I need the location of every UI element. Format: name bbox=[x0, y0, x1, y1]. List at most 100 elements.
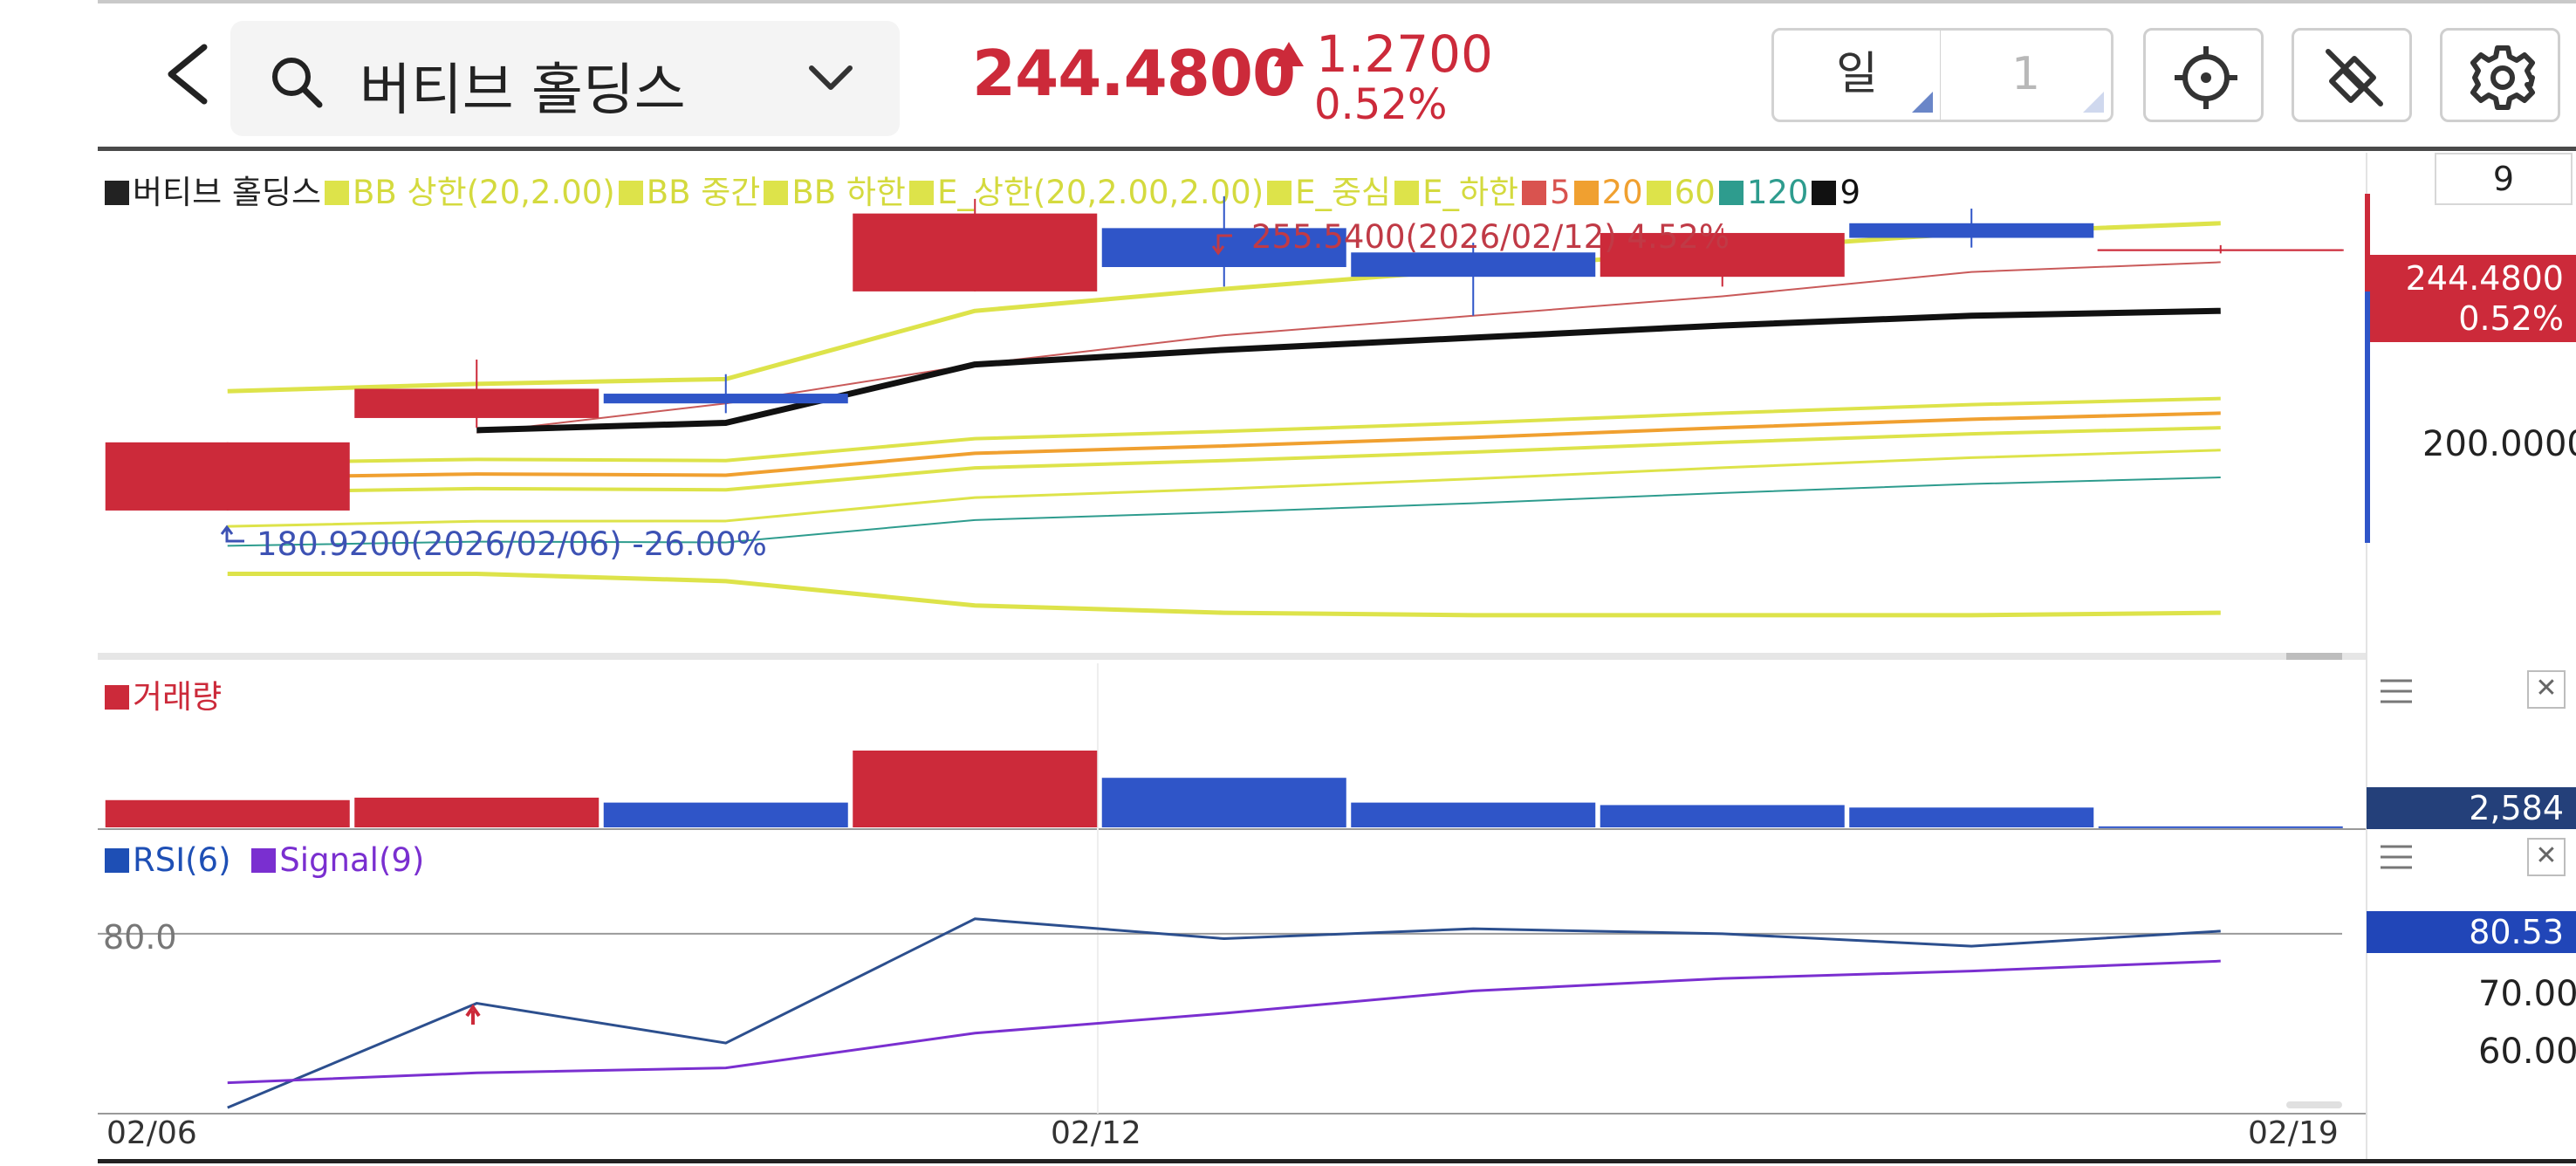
candle-body bbox=[1351, 252, 1596, 278]
legend-swatch bbox=[1812, 181, 1837, 205]
header-divider bbox=[98, 147, 2576, 151]
legend-item-label: E_하한 bbox=[1422, 174, 1519, 211]
price-axis-label: 200.0000 bbox=[2422, 424, 2576, 464]
legend-swatch bbox=[325, 181, 350, 205]
period-value-label: 1 bbox=[2011, 48, 2041, 100]
high-price-annotation: 255.5400(2026/02/12) 4.52% bbox=[1251, 218, 1730, 256]
legend-swatch bbox=[105, 181, 129, 205]
legend-item-label: BB 중간 bbox=[646, 174, 761, 211]
legend-swatch bbox=[1522, 181, 1547, 205]
volume-swatch bbox=[105, 685, 129, 710]
volume-bar bbox=[1849, 807, 2094, 827]
ma5-line bbox=[476, 261, 2221, 434]
rsi-signal-arrow-icon bbox=[465, 1004, 481, 1025]
candle-body bbox=[105, 442, 350, 511]
current-price-tag: 244.4800 0.52% bbox=[2367, 255, 2576, 342]
crosshair-icon bbox=[2175, 46, 2237, 109]
legend-swatch bbox=[618, 181, 643, 205]
rsi-menu-icon[interactable] bbox=[2379, 841, 2414, 873]
volume-title: 거래량 bbox=[133, 678, 223, 716]
date-label-end: 02/19 bbox=[2248, 1115, 2339, 1151]
chevron-down-icon[interactable] bbox=[806, 59, 855, 98]
dropdown-corner-icon bbox=[1912, 92, 1933, 113]
signal-line bbox=[227, 959, 2221, 1085]
legend-item-label: 9 bbox=[1840, 174, 1860, 211]
date-label-start: 02/06 bbox=[106, 1115, 197, 1151]
eraser-icon bbox=[2326, 49, 2383, 106]
volume-close-icon[interactable]: ✕ bbox=[2527, 670, 2566, 709]
rsi-axis-60: 60.00 bbox=[2478, 1032, 2576, 1072]
legend-swatch bbox=[764, 181, 789, 205]
low-price-annotation: 180.9200(2026/02/06) -26.00% bbox=[257, 525, 767, 563]
low-arrow-icon bbox=[220, 525, 244, 543]
legend-item-label: BB 하한 bbox=[791, 174, 906, 211]
rsi-scroll-thumb bbox=[2286, 1101, 2342, 1108]
candle-body bbox=[603, 394, 848, 404]
rsi-value-tag: 80.53 bbox=[2367, 911, 2576, 953]
legend-swatch bbox=[1267, 181, 1292, 205]
rsi-line bbox=[227, 917, 2221, 1109]
volume-legend: 거래량 bbox=[105, 670, 222, 717]
candle-body bbox=[853, 213, 1098, 292]
volume-bar bbox=[1101, 778, 1346, 827]
volume-bar bbox=[105, 799, 350, 827]
rsi-legend-label: RSI(6) bbox=[133, 841, 231, 879]
legend-swatch bbox=[1394, 181, 1420, 205]
legend-item-label: 버티브 홀딩스 bbox=[133, 174, 322, 211]
back-button[interactable] bbox=[150, 35, 229, 113]
volume-bar bbox=[354, 797, 599, 827]
tag-percent: 0.52% bbox=[2458, 299, 2564, 338]
current-price: 244.4800 bbox=[972, 37, 1296, 110]
period-type-label: 일 bbox=[1836, 48, 1878, 100]
volume-menu-icon[interactable] bbox=[2379, 676, 2414, 707]
price-range-bar-red bbox=[2365, 194, 2370, 292]
rsi-legend: RSI(6) Signal(9) bbox=[105, 841, 424, 879]
legend-item-label: 20 bbox=[1601, 174, 1643, 211]
volume-value-tag: 2,584 bbox=[2367, 787, 2576, 829]
tag-price: 244.4800 bbox=[2405, 259, 2564, 298]
volume-bar bbox=[853, 751, 1098, 827]
price-legend: 버티브 홀딩스 BB 상한(20,2.00) BB 중간 BB 하한 E_상한(20,2… bbox=[105, 166, 1864, 213]
gear-icon bbox=[2470, 45, 2535, 110]
bb-lower-line bbox=[227, 571, 2221, 618]
top-divider bbox=[98, 0, 2576, 3]
period-type-selector[interactable]: 일 bbox=[1771, 28, 1942, 122]
legend-item-label: E_상한(20,2.00,2.00) bbox=[936, 174, 1264, 211]
ma120-line bbox=[227, 477, 2221, 547]
legend-item-label: E_중심 bbox=[1295, 174, 1392, 211]
legend-item-label: BB 상한(20,2.00) bbox=[353, 174, 615, 211]
candle-body bbox=[354, 388, 599, 418]
period-count-box[interactable]: 9 bbox=[2435, 153, 2573, 205]
rsi-level-label: 80.0 bbox=[103, 918, 177, 957]
volume-bar bbox=[1351, 802, 1596, 827]
crosshair-button[interactable] bbox=[2143, 28, 2264, 122]
rsi-close-icon[interactable]: ✕ bbox=[2527, 838, 2566, 876]
legend-item-label: 60 bbox=[1674, 174, 1716, 211]
ma20-line bbox=[227, 411, 2221, 480]
bottom-divider bbox=[98, 1159, 2576, 1163]
envelope-lower-line bbox=[227, 426, 2221, 495]
candle-body bbox=[1849, 223, 2094, 238]
volume-bar bbox=[2098, 826, 2343, 828]
dropdown-corner-icon bbox=[2083, 92, 2104, 113]
clear-drawing-button[interactable] bbox=[2292, 28, 2412, 122]
header-bar: 버티브 홀딩스 244.4800 1.2700 0.52% 일 1 bbox=[0, 0, 2576, 148]
volume-bar bbox=[1600, 805, 1845, 827]
period-value-selector[interactable]: 1 bbox=[1941, 28, 2114, 122]
price-panel-scroll-thumb bbox=[2286, 653, 2342, 660]
price-change: 1.2700 bbox=[1316, 24, 1493, 84]
up-arrow-icon bbox=[1274, 42, 1304, 66]
candle-body bbox=[1600, 232, 1845, 278]
legend-item-label: 5 bbox=[1550, 174, 1571, 211]
ma9-line bbox=[476, 307, 2221, 434]
envelope-upper-line bbox=[227, 396, 2221, 465]
legend-swatch bbox=[1646, 181, 1671, 205]
legend-swatch bbox=[908, 181, 934, 205]
settings-button[interactable] bbox=[2440, 28, 2560, 122]
price-change-percent: 0.52% bbox=[1314, 80, 1448, 129]
rsi-axis-70: 70.00 bbox=[2478, 974, 2576, 1014]
search-icon bbox=[272, 58, 323, 108]
price-range-bar-blue bbox=[2365, 194, 2370, 543]
stock-search-box[interactable]: 버티브 홀딩스 bbox=[230, 21, 900, 136]
